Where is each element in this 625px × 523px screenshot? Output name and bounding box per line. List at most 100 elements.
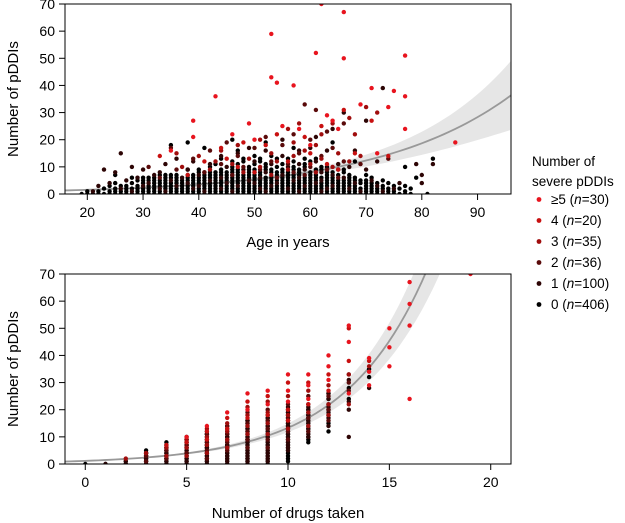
series-severe-3 xyxy=(174,104,380,178)
data-point xyxy=(346,407,351,412)
data-point xyxy=(386,153,391,159)
series-severe-5 xyxy=(184,274,473,440)
data-point xyxy=(245,461,250,464)
data-point xyxy=(204,450,210,456)
legend-label: 4 (n=20) xyxy=(551,213,602,228)
data-point xyxy=(468,274,473,277)
data-point xyxy=(285,167,291,172)
y-tick-label: 10 xyxy=(39,159,55,175)
data-point xyxy=(204,429,210,434)
data-point xyxy=(347,172,352,178)
data-point xyxy=(207,178,213,183)
data-point xyxy=(230,137,235,142)
data-point xyxy=(129,164,135,170)
data-point xyxy=(387,345,392,350)
data-point xyxy=(265,388,270,393)
data-point xyxy=(386,186,391,191)
data-point xyxy=(257,156,263,161)
y-tick-label: 70 xyxy=(39,266,55,282)
data-point xyxy=(265,445,270,450)
data-point xyxy=(336,126,341,132)
data-point xyxy=(246,121,252,126)
data-point xyxy=(235,183,240,189)
data-point xyxy=(79,191,84,194)
data-point xyxy=(241,164,246,170)
data-point xyxy=(285,126,291,132)
data-point xyxy=(218,161,224,167)
data-point xyxy=(285,412,291,418)
data-point xyxy=(202,170,207,175)
data-point xyxy=(375,151,380,156)
data-point xyxy=(263,134,268,140)
data-point xyxy=(296,161,302,167)
data-point xyxy=(152,172,157,178)
data-point xyxy=(358,189,363,194)
data-point xyxy=(202,159,207,164)
data-point xyxy=(184,434,189,440)
data-point xyxy=(230,189,235,194)
data-point xyxy=(129,189,135,194)
data-point xyxy=(224,170,229,175)
data-point xyxy=(204,423,210,429)
data-point xyxy=(174,167,179,172)
legend-item: 3 (n=35) xyxy=(536,234,602,249)
data-point xyxy=(366,374,372,380)
legend-marker xyxy=(536,197,542,202)
x-tick-label: 80 xyxy=(414,204,430,220)
data-point xyxy=(308,151,313,156)
data-point xyxy=(140,175,146,180)
confidence-band xyxy=(65,274,440,462)
data-point xyxy=(269,183,274,189)
data-point xyxy=(330,164,335,170)
x-axis-title: Age in years xyxy=(246,234,329,251)
x-tick-label: 50 xyxy=(247,204,263,220)
data-point xyxy=(397,191,402,194)
data-point xyxy=(326,388,331,393)
data-point xyxy=(324,167,330,172)
data-point xyxy=(168,172,174,178)
data-point xyxy=(146,164,151,170)
data-point xyxy=(280,172,285,178)
data-point xyxy=(257,164,263,170)
legend-item: 4 (n=20) xyxy=(536,213,602,228)
data-point xyxy=(280,153,285,159)
data-point xyxy=(196,183,201,189)
data-point xyxy=(346,434,351,440)
data-point xyxy=(135,183,140,189)
data-point xyxy=(336,161,341,167)
data-point xyxy=(291,132,296,137)
data-point xyxy=(291,170,296,175)
data-point xyxy=(302,102,307,107)
data-point xyxy=(363,167,369,172)
data-point xyxy=(269,172,274,178)
x-tick-label: 5 xyxy=(183,474,191,490)
data-point xyxy=(269,31,274,37)
data-point xyxy=(296,189,302,194)
x-tick-label: 60 xyxy=(303,204,319,220)
data-point xyxy=(402,183,408,189)
data-point xyxy=(397,180,402,186)
legend-item: 1 (n=100) xyxy=(536,276,609,291)
data-point xyxy=(263,170,268,175)
data-point xyxy=(408,191,413,194)
data-point xyxy=(375,183,380,189)
data-point xyxy=(163,172,168,178)
data-point xyxy=(213,159,218,164)
data-point xyxy=(225,453,230,459)
legend-marker xyxy=(536,302,542,307)
data-point xyxy=(336,167,341,172)
data-point xyxy=(366,364,372,369)
data-point xyxy=(157,153,162,159)
data-point xyxy=(302,167,307,172)
data-point xyxy=(274,159,280,164)
data-point xyxy=(291,159,296,164)
y-axis-title: Number of pDDIs xyxy=(5,41,22,157)
data-point xyxy=(326,377,331,383)
data-point xyxy=(326,412,331,418)
y-tick-label: 10 xyxy=(39,429,55,445)
data-point xyxy=(358,161,363,167)
data-point xyxy=(391,88,397,94)
data-point xyxy=(330,126,335,132)
data-point xyxy=(324,148,330,153)
